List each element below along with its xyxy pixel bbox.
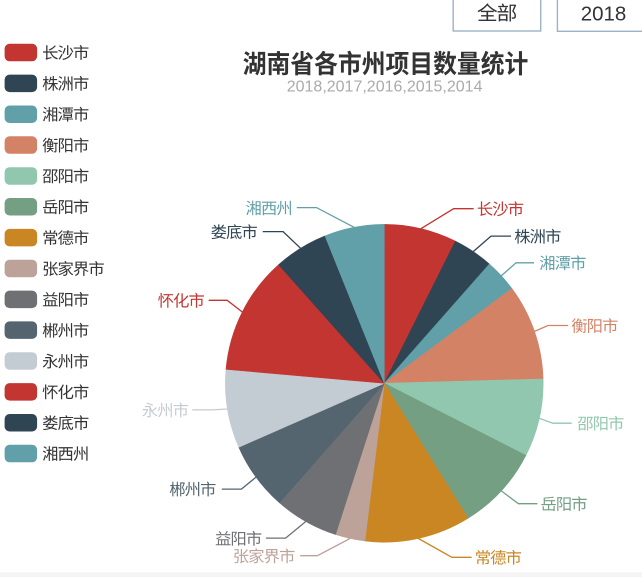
svg-text:2018: 2018 <box>581 2 627 25</box>
svg-text:2018,2017,2016,2015,2014: 2018,2017,2016,2015,2014 <box>287 79 483 96</box>
